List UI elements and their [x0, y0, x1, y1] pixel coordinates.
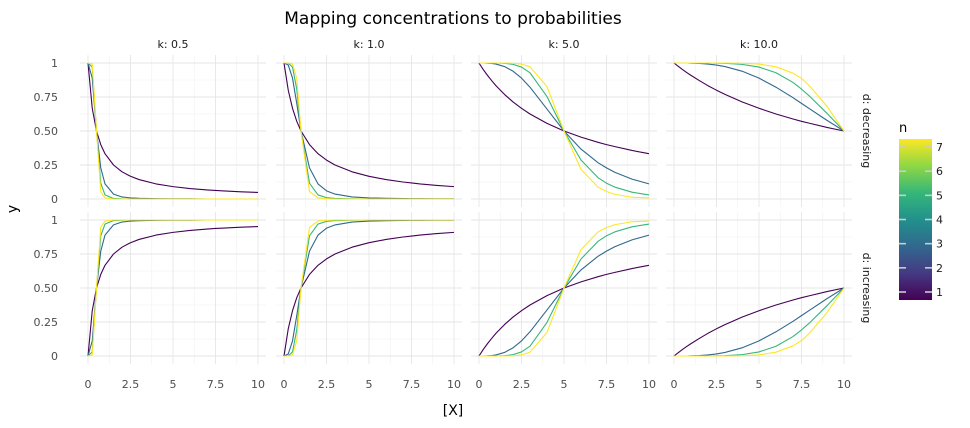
- series-line-n1: [283, 231, 455, 357]
- panel-k-5-0-d-decreasing: k: 5.0: [471, 38, 657, 207]
- colorbar-tick-label: 6: [936, 165, 943, 178]
- x-tick-label: 7.5: [598, 378, 616, 391]
- facet-row-label: d: decreasing: [860, 94, 873, 169]
- x-axis-title: [X]: [443, 403, 464, 419]
- x-tick-label: 2.5: [122, 378, 140, 391]
- x-tick-label: 0: [281, 378, 288, 391]
- y-tick-label: 0: [51, 193, 58, 206]
- x-tick-label: 2.5: [708, 378, 726, 391]
- colorbar-tick-label: 5: [936, 189, 943, 202]
- series-line-n7: [284, 219, 454, 357]
- y-tick-label: 1: [51, 214, 58, 227]
- x-tick-label: 0: [85, 378, 92, 391]
- series-line-n1: [478, 62, 650, 155]
- x-tick-label: 7.5: [403, 378, 421, 391]
- x-tick-label: 10: [837, 378, 851, 391]
- facet-row-label: d: increasing: [860, 253, 873, 324]
- facet-column-label: k: 10.0: [740, 38, 778, 51]
- colorbar-tick-label: 2: [936, 262, 943, 275]
- panel-k-1-0-d-increasing: 0 2.5 5 7.5 10: [276, 212, 462, 391]
- series-line-n1: [87, 225, 259, 357]
- x-tick-label: 5: [366, 378, 373, 391]
- series-line-n1: [283, 62, 455, 188]
- x-tick-label: 5: [756, 378, 763, 391]
- y-tick-label: 0.25: [34, 159, 59, 172]
- y-tick-label: 0.75: [34, 91, 59, 104]
- y-tick-label: 0.50: [34, 125, 59, 138]
- x-tick-label: 5: [170, 378, 177, 391]
- x-tick-label: 10: [642, 378, 656, 391]
- x-tick-label: 7.5: [793, 378, 811, 391]
- facet-column-label: k: 5.0: [548, 38, 579, 51]
- facet-column-label: k: 0.5: [157, 38, 188, 51]
- x-tick-label: 5: [561, 378, 568, 391]
- x-tick-label: 10: [447, 378, 461, 391]
- series-line-n7: [674, 62, 845, 132]
- series-line-n7: [479, 220, 650, 357]
- y-tick-label: 0: [51, 350, 58, 363]
- x-tick-label: 0: [671, 378, 678, 391]
- series-line-n1: [87, 62, 259, 194]
- y-tick-label: 0.75: [34, 248, 59, 261]
- series-line-n7: [674, 287, 845, 357]
- colorbar-tick-label: 1: [936, 286, 943, 299]
- series-line-n7: [284, 62, 454, 200]
- x-tick-label: 0: [476, 378, 483, 391]
- series-line-n7: [87, 219, 258, 357]
- legend-title: n: [899, 121, 907, 136]
- colorbar-legend: n 1 2 3 4 5 6 7: [899, 121, 943, 300]
- chart-title: Mapping concentrations to probabilities: [284, 9, 622, 29]
- x-tick-label: 2.5: [513, 378, 531, 391]
- panel-k-10-0-d-increasing: d: increasing 0 2.5 5 7.5 10: [666, 212, 873, 391]
- colorbar-tick-label: 3: [936, 238, 943, 251]
- y-tick-label: 0.25: [34, 316, 59, 329]
- colorbar-tick-label: 7: [936, 141, 943, 154]
- panel-k-5-0-d-increasing: 0 2.5 5 7.5 10: [471, 212, 657, 391]
- panel-k-10-0-d-decreasing: k: 10.0 d: decreasing: [666, 38, 873, 207]
- panel-k-0-5-d-decreasing: k: 0.5 0 0.25 0.50 0.75 1: [34, 38, 266, 207]
- y-axis-title: y: [5, 205, 21, 213]
- facet-column-label: k: 1.0: [353, 38, 384, 51]
- series-line-n1: [478, 264, 650, 357]
- series-line-n1: [673, 287, 845, 357]
- x-tick-label: 2.5: [318, 378, 336, 391]
- series-line-n7: [87, 62, 258, 200]
- facet-panels: k: 0.5 0 0.25 0.50 0.75 1 k: 1.0 k: 5.0 k: 10.0 d…: [34, 38, 874, 391]
- series-line-n7: [479, 62, 650, 199]
- y-tick-label: 0.50: [34, 282, 59, 295]
- panel-k-1-0-d-decreasing: k: 1.0: [276, 38, 462, 207]
- colorbar-tick-label: 4: [936, 214, 943, 227]
- x-tick-label: 7.5: [207, 378, 225, 391]
- x-tick-label: 10: [251, 378, 265, 391]
- y-tick-label: 1: [51, 57, 58, 70]
- series-line-n1: [673, 62, 845, 132]
